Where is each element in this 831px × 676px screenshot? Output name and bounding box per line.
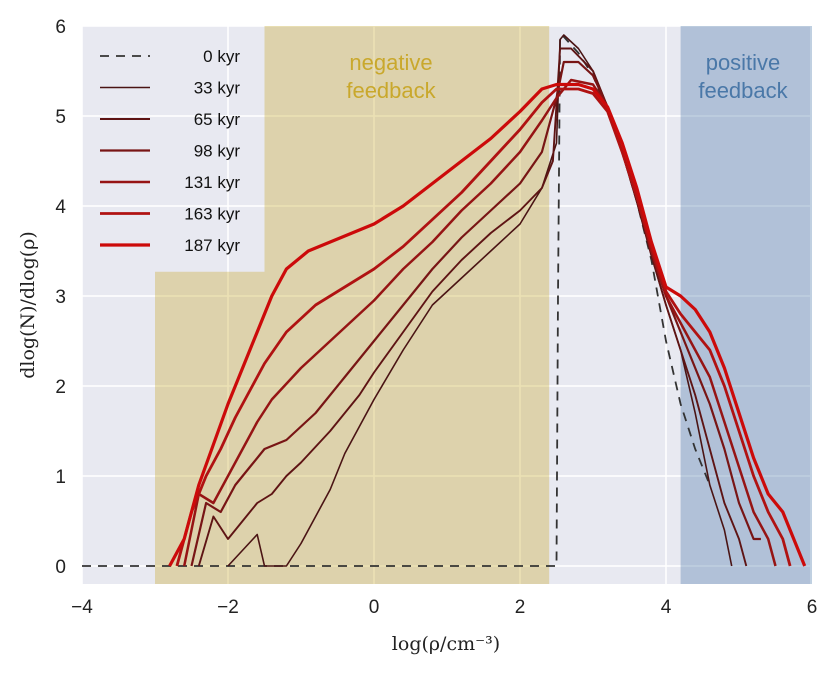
y-tick-label: 6	[55, 17, 66, 38]
x-tick-label: 6	[807, 597, 818, 618]
x-tick-label: −2	[217, 597, 239, 618]
y-tick-label: 5	[55, 107, 66, 128]
legend-label: 33 kyr	[194, 79, 241, 98]
y-tick-label: 3	[55, 287, 66, 308]
x-tick-label: 0	[369, 597, 380, 618]
legend-label: 65 kyr	[194, 110, 241, 129]
positive-feedback-label-line2: feedback	[698, 78, 788, 103]
feedback-regions	[155, 26, 812, 584]
y-tick-label: 2	[55, 377, 66, 398]
x-axis-title: log(ρ/cm⁻³)	[392, 633, 500, 655]
y-tick-label: 4	[55, 197, 66, 218]
legend-label: 0 kyr	[203, 47, 240, 66]
y-tick-label: 0	[55, 557, 66, 578]
series-line-131-kyr	[182, 78, 777, 567]
x-tick-label: 4	[661, 597, 672, 618]
y-axis-title: dlog(N)/dlog(ρ)	[17, 231, 39, 379]
positive-feedback-label-line1: positive	[706, 50, 781, 75]
legend: 0 kyr 33 kyr 65 kyr 98 kyr 131 kyr 163 kyr 187…	[100, 47, 240, 255]
x-tick-label: 2	[515, 597, 526, 618]
legend-label: 187 kyr	[184, 236, 240, 255]
series-line-65-kyr	[197, 47, 748, 567]
y-tick-labels: 0 1 2 3 4 5 6	[55, 17, 66, 578]
x-tick-labels: −4 −2 0 2 4 6	[71, 597, 817, 618]
series-line-163-kyr	[175, 87, 792, 567]
legend-label: 98 kyr	[194, 142, 241, 161]
series-line-98-kyr	[190, 60, 761, 567]
legend-label: 131 kyr	[184, 173, 240, 192]
negative-feedback-label-line2: feedback	[346, 78, 436, 103]
series-line-187-kyr	[168, 82, 807, 567]
positive-feedback-region	[680, 26, 812, 584]
negative-feedback-label-line1: negative	[349, 50, 432, 75]
y-tick-label: 1	[55, 467, 66, 488]
x-tick-label: −4	[71, 597, 93, 618]
series-lines	[82, 34, 807, 567]
negative-feedback-region	[155, 26, 550, 584]
legend-label: 163 kyr	[184, 205, 240, 224]
